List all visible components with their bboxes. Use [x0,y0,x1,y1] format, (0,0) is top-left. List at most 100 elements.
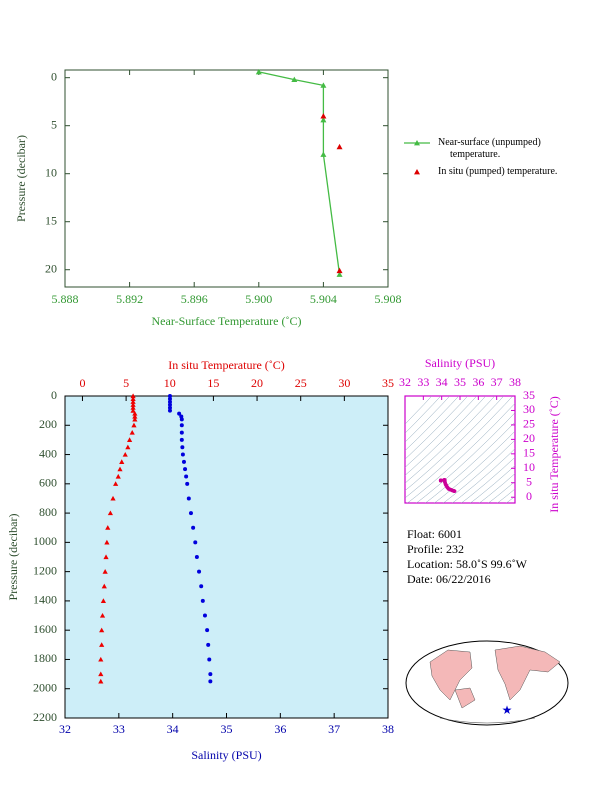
temperature-point [98,678,104,684]
density-contour [405,396,487,476]
temperature-point [130,405,136,410]
y-tick-label: 2200 [33,710,57,724]
density-contour [405,396,469,460]
y-tick-label: 600 [39,476,57,490]
x-axis-label: Near-Surface Temperature (˚C) [152,314,302,328]
bottom-x-tick-label: 37 [328,722,340,736]
temperature-point [107,510,113,516]
data-point [336,271,343,277]
y-tick-label: 2000 [33,680,57,694]
salinity-point [180,452,185,457]
data-point [320,113,327,119]
y-tick-label: 15 [523,446,535,460]
y-tick-label: 10 [45,165,57,179]
salinity-point [180,445,185,450]
density-contour [488,481,515,503]
bottom-x-tick-label: 38 [382,722,394,736]
salinity-point [167,402,172,407]
salinity-point [177,411,182,416]
x-tick-label: 5.892 [116,292,143,306]
salinity-point [208,679,213,684]
data-point [320,116,327,123]
density-contour [479,473,515,503]
salinity-point [179,417,184,422]
data-point [336,267,343,274]
temperature-point [103,554,109,560]
temperature-point [132,413,138,419]
series-line [258,71,341,275]
y-tick-label: 1200 [33,563,57,577]
x-tick-label: 36 [472,375,484,389]
density-contour [405,396,433,425]
float-id: Float: 6001 [407,527,462,541]
info-text: Float: 6001 Profile: 232 Location: 58.0˚… [407,527,528,586]
temperature-point [99,627,105,633]
land [494,645,561,701]
plot-background [64,395,389,719]
salinity-point [197,569,202,574]
density-contour [405,396,496,484]
density-contour [405,396,460,452]
top-x-tick-label: 10 [164,376,176,390]
x-tick-label: 5.908 [375,292,402,306]
y-tick-label: 0 [526,489,532,503]
x-tick-label: 5.900 [245,292,272,306]
y-tick-label: 1800 [33,651,57,665]
top-x-tick-label: 30 [338,376,350,390]
y-tick-label: 800 [39,505,57,519]
y-axis-label: Pressure (decibar) [6,514,20,601]
salinity-point [207,657,212,662]
density-contour [405,396,442,434]
temperature-point [130,393,136,399]
density-contour [434,430,515,503]
temperature-point [99,642,105,647]
salinity-point [194,555,199,559]
plot-frame [64,69,389,288]
salinity-point [179,430,184,435]
y-tick-label: 10 [523,460,535,474]
temperature-point [131,422,137,428]
density-contour [461,456,515,503]
temperature-point [129,429,135,435]
salinity-point [179,423,184,428]
x-tick-label: 5.904 [310,292,337,306]
ts-point [438,478,443,483]
temperature-point [127,437,133,442]
y-tick-label: 0 [51,69,57,83]
top-x-tick-label: 15 [207,376,219,390]
temperature-point [117,466,123,472]
salinity-point [205,628,210,633]
salinity-point [186,496,191,501]
legend-marker [414,169,420,175]
temperature-point [101,583,107,589]
temperature-point [125,444,131,450]
salinity-point [206,642,211,647]
data-point [291,76,298,83]
x-tick-label: 38 [509,375,521,389]
salinity-point [188,511,193,516]
temperature-point [115,473,121,479]
location: Location: 58.0˚S 99.6˚W [407,557,528,571]
density-contour [425,421,515,503]
salinity-point [208,672,213,677]
land [439,717,536,724]
density-contour [405,396,505,491]
data-point [320,151,327,157]
world-map: ★ [405,640,569,726]
density-contour [497,488,515,503]
y-tick-label: 1600 [33,622,57,636]
bottom-x-tick-label: 32 [59,722,71,736]
x-tick-label: 32 [399,375,411,389]
x-tick-label: 5.888 [52,292,79,306]
y-tick-label: 20 [523,431,535,445]
x-tick-label: 35 [454,375,466,389]
density-contour [416,412,515,503]
y-tick-label: 1400 [33,593,57,607]
salinity-point [199,584,204,589]
profile-number: Profile: 232 [407,542,464,556]
x-axis-label: Salinity (PSU) [425,356,495,370]
salinity-point [200,598,205,603]
y-tick-label: 30 [523,402,535,416]
y-tick-label: 200 [39,417,57,431]
